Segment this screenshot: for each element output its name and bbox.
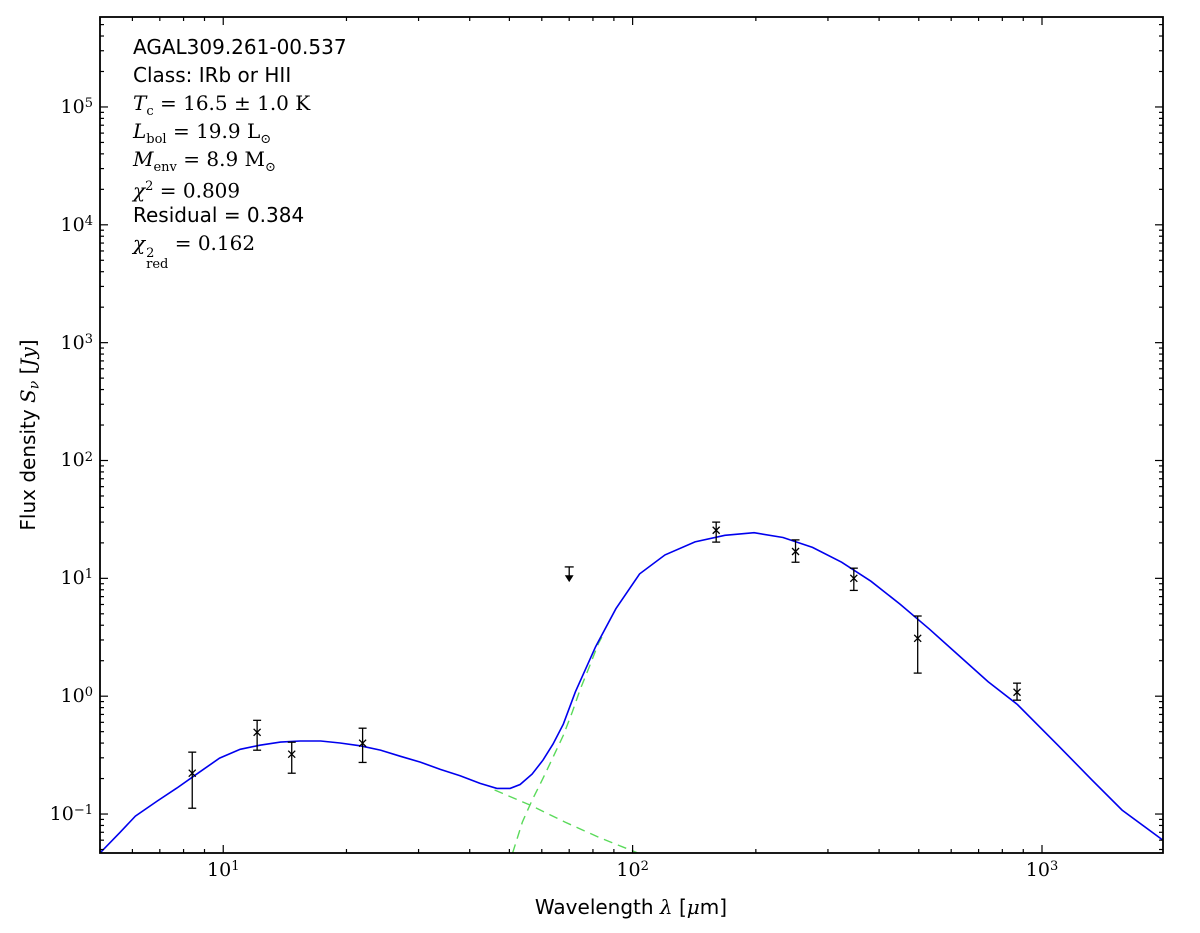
temperature-line: Tc = 16.5 ± 1.0 K — [133, 89, 347, 119]
x-tick-label: 102 — [616, 859, 649, 881]
chi2-exponent: 2 — [145, 179, 154, 194]
data-point — [913, 615, 922, 674]
chi2-line: χ2 = 0.809 — [133, 173, 347, 203]
axis-label-text: [ — [15, 366, 40, 381]
chi2red-value: = 0.162 — [168, 231, 256, 255]
chi-symbol: χ — [133, 178, 146, 203]
chi2red-subscript: red — [146, 257, 169, 273]
x-tick-label: 101 — [207, 859, 240, 881]
chi-symbol: χ — [133, 231, 146, 255]
y-tick-label: 100 — [60, 685, 93, 708]
data-point — [849, 567, 858, 592]
fit-info-block: AGAL309.261-00.537 Class: IRb or HII Tc … — [133, 33, 347, 271]
y-tick-label: 103 — [60, 331, 93, 354]
lbol-value: = 19.9 L — [166, 119, 261, 143]
chi2red-supsub: 2 red — [146, 246, 169, 273]
menv-subscript: env — [153, 160, 177, 175]
plot-frame — [99, 16, 1164, 854]
data-point — [358, 727, 367, 764]
y-tick-label: 101 — [60, 567, 93, 590]
y-axis-label: Flux density Sν [Jy] — [16, 339, 43, 530]
menv-value: = 8.9 M — [176, 147, 266, 171]
x-tick-label: 103 — [1025, 859, 1059, 881]
lbol-symbol: L — [133, 119, 147, 143]
axis-label-text: m] — [699, 895, 728, 919]
axis-label-math: S — [15, 389, 40, 403]
y-tick-label: 102 — [60, 449, 93, 472]
sun-symbol: ⊙ — [260, 132, 272, 147]
source-name: AGAL309.261-00.537 — [133, 35, 347, 59]
data-point — [287, 741, 296, 774]
menv-line: Menv = 8.9 M⊙ — [133, 145, 347, 175]
temp-value: = 16.5 ± 1.0 K — [153, 91, 311, 115]
axis-label-text: Wavelength — [534, 895, 660, 919]
data-point — [712, 521, 721, 543]
axis-label-text: [ — [672, 895, 687, 919]
sun-symbol: ⊙ — [265, 160, 276, 175]
source-class: Class: IRb or HII — [133, 63, 292, 87]
chi2-value: = 0.809 — [153, 178, 241, 203]
data-point — [1013, 682, 1022, 701]
residual-line: Residual = 0.384 — [133, 203, 305, 227]
x-axis-label: Wavelength λ [μm] — [535, 895, 727, 919]
axis-label-math: μ — [686, 895, 700, 919]
menv-symbol: M — [133, 147, 154, 171]
total-model-fit-curve — [100, 531, 1163, 853]
y-tick-label: 104 — [60, 213, 93, 236]
chi2red-line: χ 2 red = 0.162 — [133, 229, 347, 271]
y-tick-label: 10−1 — [49, 803, 93, 826]
chi2red-exponent: 2 — [146, 246, 155, 262]
cold-component-curve — [511, 633, 605, 853]
temp-subscript: c — [146, 104, 154, 119]
warm-component-curve — [494, 789, 639, 853]
lbol-line: Lbol = 19.9 L⊙ — [133, 117, 347, 147]
upper-limit-marker — [564, 566, 574, 583]
temp-symbol: T — [133, 91, 147, 115]
lbol-subscript: bol — [146, 132, 167, 147]
axis-label-subscript: ν — [26, 380, 43, 390]
data-point — [253, 719, 262, 751]
data-point — [791, 539, 800, 563]
y-tick-label: 105 — [60, 95, 93, 118]
data-point — [188, 751, 197, 809]
axis-label-math: λ — [659, 895, 673, 919]
